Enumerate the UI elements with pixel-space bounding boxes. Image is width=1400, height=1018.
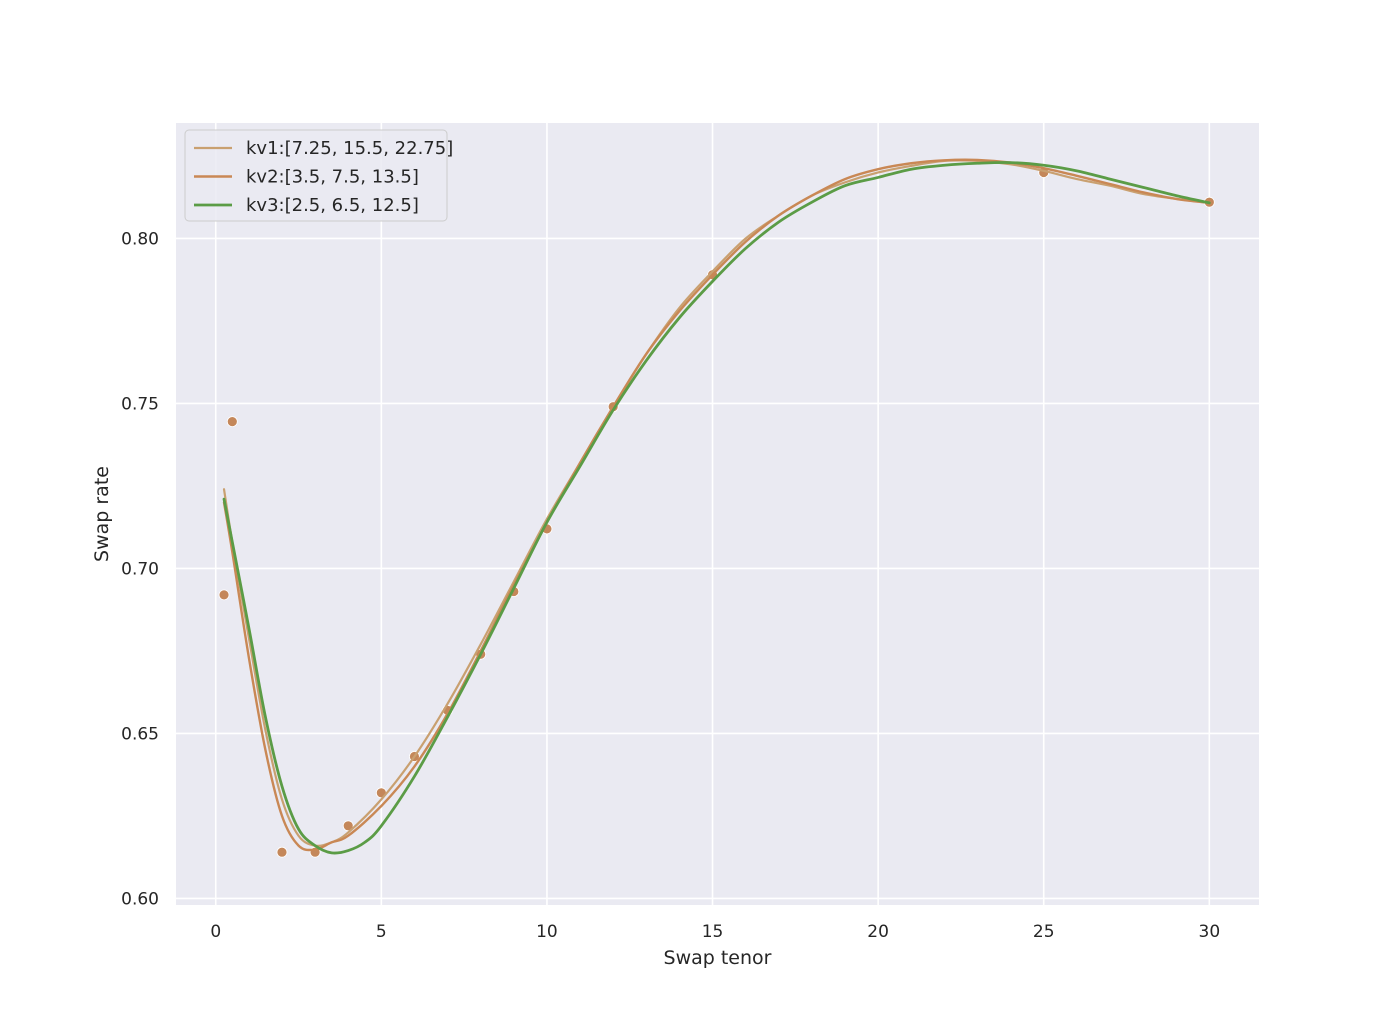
x-tick-label: 30 xyxy=(1199,922,1221,942)
data-point xyxy=(276,846,288,858)
legend-label-kv3: kv3:[2.5, 6.5, 12.5] xyxy=(246,195,419,216)
data-point xyxy=(226,416,238,428)
y-tick-label: 0.80 xyxy=(121,229,159,249)
grid xyxy=(176,123,1259,905)
x-tick-label: 20 xyxy=(867,922,889,942)
legend-box xyxy=(184,129,448,222)
y-axis-label: Swap rate xyxy=(91,466,113,562)
x-tick-label: 5 xyxy=(376,922,387,942)
legend-label-kv1: kv1:[7.25, 15.5, 22.75] xyxy=(246,138,453,159)
plot-background xyxy=(176,123,1259,905)
x-axis-label: Swap tenor xyxy=(664,947,772,969)
legend: kv1:[7.25, 15.5, 22.75] kv2:[3.5, 7.5, 13… xyxy=(184,129,453,222)
y-tick-label: 0.65 xyxy=(121,724,159,744)
x-tick-label: 25 xyxy=(1033,922,1055,942)
x-tick-label: 15 xyxy=(702,922,724,942)
data-point xyxy=(218,589,230,601)
fit-lines xyxy=(222,158,1211,855)
y-tick-label: 0.60 xyxy=(121,889,159,909)
legend-label-kv2: kv2:[3.5, 7.5, 13.5] xyxy=(246,167,419,188)
y-tick-label: 0.75 xyxy=(121,394,159,414)
series-line-kv3 xyxy=(222,161,1211,855)
data-point xyxy=(342,820,354,832)
x-tick-label: 10 xyxy=(536,922,558,942)
y-tick-label: 0.70 xyxy=(121,559,159,579)
x-tick-label: 0 xyxy=(210,922,221,942)
tick-labels: 0 5 10 15 20 25 30 0.60 0.65 0.70 0.75 0.80 xyxy=(121,229,1220,942)
